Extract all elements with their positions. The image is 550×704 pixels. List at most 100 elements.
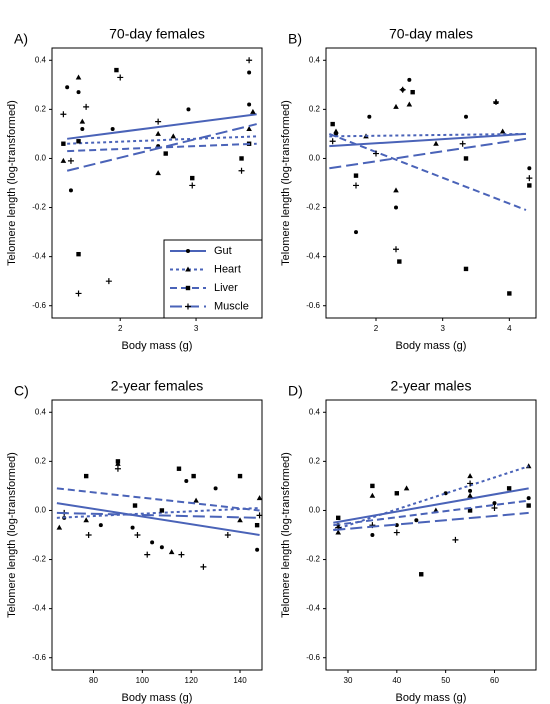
- point: [159, 508, 165, 513]
- point: [463, 156, 469, 161]
- x-axis-label: Body mass (g): [122, 692, 193, 704]
- point: [499, 128, 506, 134]
- y-tick-label: -0.4: [306, 604, 320, 613]
- x-tick-label: 140: [233, 676, 247, 685]
- y-tick-label: 0.2: [35, 456, 47, 465]
- point: [105, 278, 112, 285]
- point: [246, 57, 253, 64]
- point: [407, 77, 412, 82]
- y-tick-label: -0.6: [306, 653, 320, 662]
- y-tick-label: 0.4: [309, 55, 321, 64]
- fit-line: [66, 123, 257, 172]
- legend-marker: [185, 266, 191, 272]
- point: [114, 67, 119, 73]
- point: [256, 495, 263, 501]
- point: [433, 140, 439, 146]
- y-axis-label: Telomere length (log-transformed): [280, 100, 292, 266]
- point: [369, 492, 376, 498]
- point: [354, 230, 358, 235]
- y-tick-label: -0.6: [32, 301, 46, 310]
- panel-label: C): [14, 383, 29, 399]
- point: [176, 466, 182, 471]
- y-tick-label: 0.4: [309, 407, 321, 416]
- fit-line: [329, 132, 527, 148]
- point: [159, 545, 164, 550]
- point: [178, 551, 185, 558]
- legend-label: Muscle: [214, 300, 249, 312]
- fit-line: [67, 113, 257, 140]
- point: [493, 99, 499, 105]
- point: [246, 126, 252, 131]
- point: [506, 486, 512, 491]
- point: [491, 505, 498, 511]
- point: [468, 488, 473, 493]
- x-tick-label: 30: [344, 676, 353, 685]
- point: [467, 492, 473, 498]
- point: [459, 140, 466, 147]
- x-tick-label: 40: [392, 676, 401, 685]
- fit-line: [333, 487, 529, 524]
- point: [224, 532, 231, 538]
- point: [393, 187, 399, 193]
- x-tick-label: 100: [136, 676, 150, 685]
- point: [110, 127, 115, 131]
- plot-frame: [51, 47, 263, 319]
- point: [526, 175, 533, 182]
- point: [419, 572, 424, 577]
- y-tick-label: -0.2: [32, 555, 46, 564]
- point: [144, 551, 151, 558]
- point: [237, 517, 243, 523]
- point: [247, 70, 252, 75]
- point: [83, 517, 89, 523]
- legend-label: Heart: [214, 263, 241, 275]
- point: [238, 167, 245, 174]
- point: [467, 508, 473, 513]
- point: [254, 522, 260, 528]
- point: [200, 563, 207, 570]
- point: [255, 547, 260, 552]
- point: [83, 473, 89, 479]
- point: [193, 497, 199, 503]
- point: [60, 157, 67, 163]
- y-tick-label: 0.0: [35, 506, 47, 515]
- chart-title: 70-day males: [389, 26, 473, 42]
- x-axis-label: Body mass (g): [396, 340, 467, 352]
- point: [406, 101, 413, 107]
- point: [60, 111, 67, 118]
- chart-title: 70-day females: [109, 26, 205, 42]
- point: [333, 128, 339, 134]
- point: [76, 139, 81, 144]
- point: [61, 141, 66, 146]
- point: [75, 290, 82, 297]
- panel-label: D): [288, 383, 303, 399]
- point: [83, 103, 90, 110]
- point: [67, 157, 74, 164]
- legend-marker: [185, 303, 191, 310]
- point: [189, 182, 196, 189]
- point: [76, 90, 81, 95]
- plot-frame: [51, 399, 263, 671]
- point: [452, 536, 459, 543]
- fit-line: [333, 465, 529, 532]
- point: [191, 473, 196, 479]
- point: [336, 515, 341, 521]
- legend-box: [163, 239, 263, 319]
- point: [526, 503, 531, 508]
- point: [98, 523, 103, 528]
- x-tick-label: 2: [118, 324, 123, 333]
- legend: Gut Heart Liver Muscle: [163, 239, 263, 319]
- point: [250, 108, 256, 114]
- point: [150, 540, 155, 545]
- x-tick-label: 3: [440, 324, 445, 333]
- point: [75, 74, 82, 80]
- y-tick-label: 0.4: [35, 55, 47, 64]
- point: [56, 524, 63, 530]
- y-axis-label: Telomere length (log-transformed): [6, 100, 18, 266]
- y-tick-label: -0.4: [306, 252, 320, 261]
- y-tick-label: -0.2: [306, 555, 320, 564]
- point: [115, 459, 121, 464]
- y-tick-label: 0.2: [309, 456, 321, 465]
- point: [410, 89, 415, 95]
- point: [353, 173, 359, 178]
- point: [330, 121, 335, 127]
